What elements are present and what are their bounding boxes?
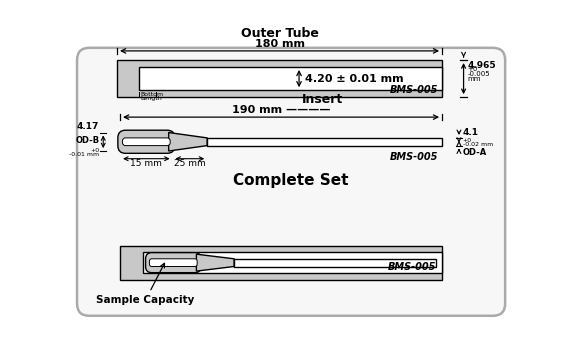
Text: BMS-005: BMS-005 <box>390 85 438 95</box>
Text: 4.20 ± 0.01 mm: 4.20 ± 0.01 mm <box>305 74 404 84</box>
Text: 4.965: 4.965 <box>467 61 496 70</box>
Bar <box>143 252 442 274</box>
Text: Complete Set: Complete Set <box>233 172 349 188</box>
FancyBboxPatch shape <box>118 130 175 153</box>
Polygon shape <box>197 254 234 271</box>
Bar <box>117 60 442 97</box>
FancyBboxPatch shape <box>149 259 197 266</box>
Text: Bottom: Bottom <box>140 92 164 97</box>
Bar <box>139 67 442 90</box>
Text: 190 mm ————: 190 mm ———— <box>232 105 331 115</box>
Text: 25 mm: 25 mm <box>174 159 206 168</box>
Text: OD-B: OD-B <box>75 136 99 145</box>
Text: +0: +0 <box>467 66 478 72</box>
Text: Sample Capacity: Sample Capacity <box>97 263 195 305</box>
FancyBboxPatch shape <box>123 138 170 145</box>
Text: mm: mm <box>467 76 481 81</box>
Text: -0.02 mm: -0.02 mm <box>463 142 493 147</box>
Text: Outer Tube: Outer Tube <box>241 27 319 40</box>
Bar <box>120 246 442 280</box>
Text: -0.01 mm: -0.01 mm <box>69 152 99 157</box>
Text: BMS-005: BMS-005 <box>390 152 438 162</box>
Text: 180 mm: 180 mm <box>254 39 304 49</box>
Text: 15 mm: 15 mm <box>131 159 162 168</box>
Text: BMS-005: BMS-005 <box>387 262 436 272</box>
Bar <box>234 259 436 266</box>
Text: -0.005: -0.005 <box>467 71 490 77</box>
Text: OD-A: OD-A <box>463 148 487 157</box>
Bar <box>207 138 442 145</box>
Text: +0: +0 <box>463 138 472 143</box>
Text: Insert: Insert <box>302 93 344 106</box>
FancyBboxPatch shape <box>77 48 505 316</box>
Text: 4.1: 4.1 <box>463 128 479 137</box>
Text: Length: Length <box>140 96 162 101</box>
FancyBboxPatch shape <box>145 253 201 273</box>
Text: 4.17: 4.17 <box>77 122 99 131</box>
Text: +0: +0 <box>90 148 99 153</box>
Polygon shape <box>169 132 207 151</box>
